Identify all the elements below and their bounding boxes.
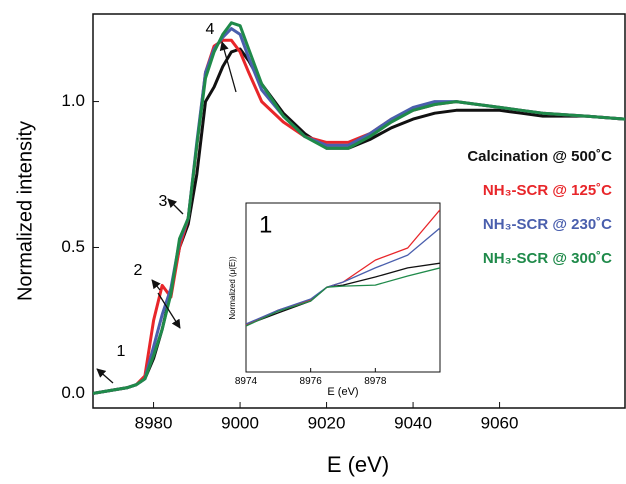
plot-frame xyxy=(245,202,441,373)
legend-entry: NH₃-SCR @ 300˚C xyxy=(483,250,612,267)
inset-x-title: E (eV) xyxy=(327,386,358,398)
x-tick-label: 8978 xyxy=(364,376,387,387)
annotation: 1 xyxy=(117,343,126,360)
y-tick-label: 0.5 xyxy=(61,237,85,256)
inset-y-title: Normalized (μ(E)) xyxy=(228,256,237,320)
x-tick-label: 9020 xyxy=(308,414,346,433)
x-tick-label: 8980 xyxy=(135,414,173,433)
x-tick-label: 9060 xyxy=(481,414,519,433)
x-tick-label: 8976 xyxy=(300,376,323,387)
annotation: 3 xyxy=(159,193,168,210)
x-tick-label: 9000 xyxy=(221,414,259,433)
arrow xyxy=(151,279,161,291)
annotation: 4 xyxy=(206,21,215,38)
arrow xyxy=(157,292,181,329)
legend-entry: NH₃-SCR @ 230˚C xyxy=(483,216,612,233)
legend-entry: Calcination @ 500˚C xyxy=(467,148,612,165)
x-tick-label: 9040 xyxy=(394,414,432,433)
y-tick-label: 0.0 xyxy=(61,383,85,402)
inset-plot: 8974 8976 8978 xyxy=(235,202,441,387)
annotation: 2 xyxy=(134,262,143,279)
y-tick-label: 1.0 xyxy=(61,91,85,110)
series-line xyxy=(246,267,440,327)
x-tick-label: 8974 xyxy=(235,376,258,387)
series-line xyxy=(93,21,625,395)
arrow xyxy=(96,368,114,384)
arrow xyxy=(219,41,237,93)
series-line xyxy=(246,227,440,325)
y-axis-title: Normalized intensity xyxy=(14,121,36,301)
x-axis-title: E (eV) xyxy=(327,452,389,477)
legend-entry: NH₃-SCR @ 125˚C xyxy=(483,182,612,199)
inset-title: 1 xyxy=(259,211,272,238)
annotation-arrows xyxy=(96,41,237,384)
arrow xyxy=(167,198,184,215)
